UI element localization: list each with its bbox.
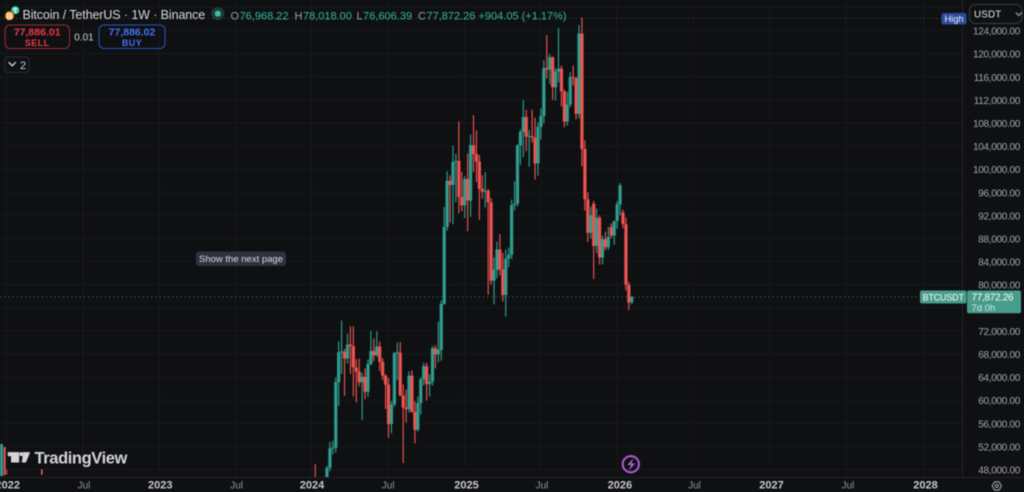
svg-text:100,000.00: 100,000.00 xyxy=(973,165,1021,176)
svg-text:108,000.00: 108,000.00 xyxy=(973,119,1021,130)
svg-text:Jul: Jul xyxy=(536,481,549,492)
svg-text:Bitcoin / TetherUS · 1W · Bina: Bitcoin / TetherUS · 1W · Binance xyxy=(23,8,206,22)
svg-text:L76,606.39: L76,606.39 xyxy=(357,10,413,22)
svg-text:B: B xyxy=(7,11,13,21)
svg-text:112,000.00: 112,000.00 xyxy=(974,96,1021,107)
svg-text:77,886.01: 77,886.01 xyxy=(14,27,61,39)
svg-text:USDT: USDT xyxy=(974,10,1001,21)
svg-text:52,000.00: 52,000.00 xyxy=(978,442,1021,453)
svg-text:48,000.00: 48,000.00 xyxy=(978,466,1021,477)
svg-text:2023: 2023 xyxy=(148,480,172,492)
svg-text:116,000.00: 116,000.00 xyxy=(974,73,1021,84)
svg-text:O76,968.22: O76,968.22 xyxy=(231,10,289,22)
svg-text:60,000.00: 60,000.00 xyxy=(978,396,1021,407)
svg-text:72,000.00: 72,000.00 xyxy=(978,327,1021,338)
svg-text:0.01: 0.01 xyxy=(74,33,94,44)
svg-text:BUY: BUY xyxy=(122,38,142,48)
svg-text:BTCUSDT: BTCUSDT xyxy=(923,293,965,303)
svg-text:2024: 2024 xyxy=(300,480,325,492)
svg-text:Jul: Jul xyxy=(382,481,395,492)
svg-text:2025: 2025 xyxy=(454,480,478,492)
svg-text:120,000.00: 120,000.00 xyxy=(973,50,1021,61)
svg-text:2026: 2026 xyxy=(608,480,632,492)
svg-text:77,886.02: 77,886.02 xyxy=(109,27,156,39)
svg-text:Jul: Jul xyxy=(230,481,243,492)
svg-text:TradingView: TradingView xyxy=(35,450,128,468)
svg-text:68,000.00: 68,000.00 xyxy=(978,350,1021,361)
svg-text:+904.05 (+1.17%): +904.05 (+1.17%) xyxy=(479,10,567,22)
svg-text:H78,018.00: H78,018.00 xyxy=(295,10,352,22)
svg-text:84,000.00: 84,000.00 xyxy=(978,258,1021,269)
svg-text:77,872.26: 77,872.26 xyxy=(972,293,1015,304)
svg-text:SELL: SELL xyxy=(25,38,50,48)
svg-text:2027: 2027 xyxy=(759,480,783,492)
svg-text:High: High xyxy=(944,14,963,24)
svg-text:124,000.00: 124,000.00 xyxy=(973,27,1021,38)
svg-text:7d 0h: 7d 0h xyxy=(972,303,996,314)
svg-text:Jul: Jul xyxy=(688,481,701,492)
svg-text:92,000.00: 92,000.00 xyxy=(978,211,1021,222)
svg-text:Jul: Jul xyxy=(842,481,855,492)
svg-text:104,000.00: 104,000.00 xyxy=(973,142,1021,153)
svg-text:2: 2 xyxy=(20,60,26,72)
svg-text:2028: 2028 xyxy=(913,480,937,492)
svg-text:88,000.00: 88,000.00 xyxy=(978,235,1021,246)
svg-text:80,000.00: 80,000.00 xyxy=(978,281,1021,292)
svg-text:Show the next page: Show the next page xyxy=(199,254,283,265)
svg-text:T: T xyxy=(13,8,18,15)
svg-text:2022: 2022 xyxy=(0,480,20,492)
svg-text:C77,872.26: C77,872.26 xyxy=(418,10,475,22)
svg-text:96,000.00: 96,000.00 xyxy=(978,188,1021,199)
svg-text:64,000.00: 64,000.00 xyxy=(978,373,1021,384)
svg-text:56,000.00: 56,000.00 xyxy=(978,419,1021,430)
svg-text:Jul: Jul xyxy=(78,481,91,492)
